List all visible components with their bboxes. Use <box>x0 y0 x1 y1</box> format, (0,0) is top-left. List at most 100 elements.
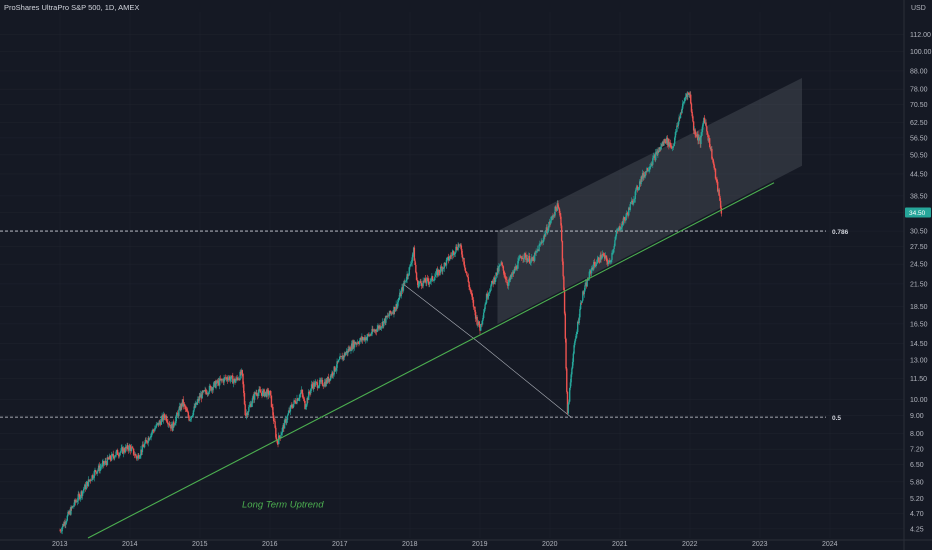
candle-body <box>637 188 639 191</box>
candle-body <box>653 155 655 157</box>
candle-body <box>116 450 118 452</box>
candle-body <box>595 263 598 265</box>
candle-body <box>551 216 553 218</box>
candle-body <box>349 347 351 351</box>
candle-body <box>281 427 284 433</box>
candle-body <box>201 391 203 399</box>
candle-body <box>582 291 584 301</box>
candle-body <box>577 321 580 324</box>
candle-body <box>433 280 435 281</box>
candle-body <box>636 186 638 189</box>
candle-body <box>307 391 310 400</box>
candle-body <box>237 378 239 380</box>
candle-body <box>690 94 692 104</box>
candle-body <box>718 189 720 197</box>
candle-body <box>84 484 87 490</box>
candle-body <box>87 479 90 487</box>
candle-body <box>313 382 315 389</box>
candle-body <box>542 238 545 243</box>
candle-body <box>197 399 200 401</box>
candle-body <box>690 103 693 112</box>
candle-body <box>696 134 698 137</box>
candle-body <box>297 398 300 401</box>
candle-body <box>393 306 396 312</box>
candle-body <box>585 282 588 287</box>
candle-body <box>167 423 170 425</box>
candle-body <box>396 302 399 308</box>
candle-body <box>495 272 497 279</box>
candle-body <box>202 391 204 393</box>
candle-body <box>240 370 243 375</box>
candle-body <box>77 494 79 501</box>
candle-body <box>455 246 457 253</box>
candle-body <box>119 452 121 456</box>
candle-body <box>582 291 585 295</box>
candle-body <box>149 437 152 439</box>
candle-body <box>260 392 262 394</box>
candle-body <box>698 137 701 139</box>
candle-body <box>506 279 508 284</box>
candle-body <box>536 250 538 252</box>
candle-body <box>337 360 340 363</box>
candle-body <box>448 258 451 261</box>
candle-body <box>708 138 710 141</box>
candle-body <box>301 389 303 394</box>
candle-body <box>459 244 462 246</box>
candle-body <box>628 207 631 210</box>
candle-body <box>228 376 230 379</box>
candle-body <box>678 117 680 122</box>
candle-body <box>97 469 99 472</box>
candle-body <box>154 428 156 432</box>
candle-body <box>245 412 248 416</box>
candle-body <box>443 262 445 269</box>
candle-body <box>601 257 603 260</box>
candle-body <box>670 146 672 147</box>
candle-body <box>669 142 672 147</box>
candle-body <box>243 393 246 405</box>
candle-body <box>151 432 153 434</box>
x-tick-label: 2020 <box>542 541 558 548</box>
candle-body <box>587 279 589 281</box>
candle-body <box>224 377 227 379</box>
candle-body <box>522 257 524 260</box>
candle-body <box>361 337 364 341</box>
candle-body <box>553 215 556 216</box>
candle-body <box>124 451 126 453</box>
candle-body <box>343 353 346 358</box>
candle-body <box>330 375 332 377</box>
candle-body <box>346 350 348 354</box>
candle-body <box>283 425 285 429</box>
candle-body <box>254 392 257 394</box>
candle-body <box>119 451 122 453</box>
candle-body <box>520 256 522 258</box>
candle-body <box>308 391 311 394</box>
candle-body <box>425 282 427 284</box>
candle-body <box>499 264 502 266</box>
candle-body <box>214 381 217 388</box>
candle-body <box>95 470 97 473</box>
candle-body <box>64 521 66 525</box>
candle-body <box>329 378 331 381</box>
candle-body <box>657 150 659 155</box>
candle-body <box>186 411 189 413</box>
candle-body <box>625 216 627 221</box>
candle-body <box>295 403 297 404</box>
candle-body <box>345 353 347 356</box>
candle-body <box>88 479 90 481</box>
candle-body <box>407 274 410 277</box>
candle-body <box>415 264 417 273</box>
fib-label-0786: 0.786 <box>832 229 849 236</box>
x-tick-label: 2019 <box>472 541 488 548</box>
candle-body <box>240 371 242 375</box>
candle-body <box>138 457 141 459</box>
candle-body <box>586 279 588 287</box>
candle-body <box>404 281 407 282</box>
candle-body <box>329 375 332 381</box>
candle-body <box>711 148 713 159</box>
y-tick-label: 44.50 <box>910 171 928 178</box>
candle-body <box>438 269 440 273</box>
candle-body <box>687 92 690 94</box>
x-tick-label: 2022 <box>682 541 698 548</box>
